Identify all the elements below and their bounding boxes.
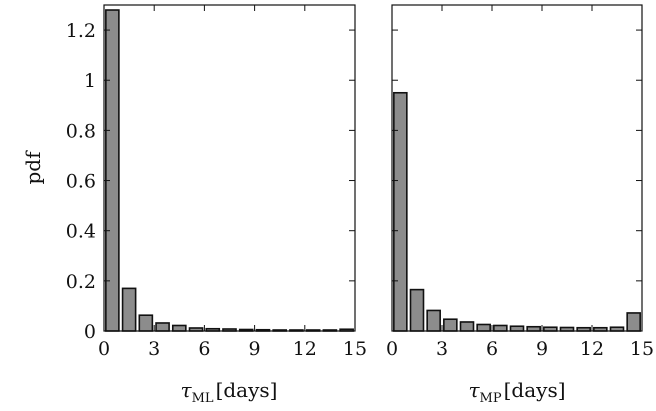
x-axis-label-right: τMP [days] <box>468 378 565 406</box>
bar-right-8 <box>526 325 541 332</box>
x-tick-label-right-1: 3 <box>436 338 448 360</box>
x-tick-label-left-5: 15 <box>343 338 367 360</box>
x-axis-label-left-sub: ML <box>192 391 214 406</box>
y-tick-label-0: 0 <box>84 321 96 343</box>
bar-right-5 <box>476 323 491 332</box>
x-tick-label-left-2: 6 <box>198 338 210 360</box>
x-axis-label-left-symbol: τ <box>181 378 193 402</box>
bar-left-3 <box>155 322 170 332</box>
y-tick-label-6: 1.2 <box>66 20 96 42</box>
y-tick-label-2: 0.4 <box>66 221 96 243</box>
right-panel: 0 3 6 9 12 15 <box>386 4 654 360</box>
x-axis-label-left: τML [days] <box>181 378 278 406</box>
x-axis-label-right-unit: [days] <box>504 378 566 402</box>
y-tick-label-4: 0.8 <box>66 120 96 142</box>
x-tick-label-right-2: 6 <box>486 338 498 360</box>
bar-right-2 <box>426 309 441 332</box>
bar-right-1 <box>409 288 425 332</box>
plot-frame-right <box>391 4 643 332</box>
x-axis-label-right-symbol: τ <box>468 378 480 402</box>
x-tick-label-right-5: 15 <box>630 338 654 360</box>
bar-right-4 <box>459 321 475 332</box>
bar-right-3 <box>443 318 458 332</box>
x-axis-label-right-sub: MP <box>480 391 502 406</box>
bar-left-1 <box>121 287 137 332</box>
bar-right-14 <box>626 312 641 332</box>
y-tick-label-3: 0.6 <box>66 171 96 193</box>
plot-frame-left <box>103 4 356 332</box>
x-tick-label-left-0: 0 <box>98 338 110 360</box>
x-tick-label-left-4: 12 <box>293 338 317 360</box>
x-tick-label-right-3: 9 <box>536 338 548 360</box>
bar-right-7 <box>509 325 525 332</box>
bar-left-0 <box>105 9 120 332</box>
left-panel: 0 3 6 9 12 15 0 0.2 0.4 0.6 0.8 1 1.2 <box>66 4 367 360</box>
y-axis-label: pdf <box>21 150 45 185</box>
y-tick-label-1: 0.2 <box>66 271 96 293</box>
bar-right-0 <box>393 91 408 332</box>
x-tick-label-right-4: 12 <box>580 338 604 360</box>
x-tick-label-right-0: 0 <box>386 338 398 360</box>
x-tick-label-left-1: 3 <box>148 338 160 360</box>
bar-right-6 <box>493 324 508 332</box>
x-axis-label-left-unit: [days] <box>216 378 278 402</box>
bar-left-2 <box>138 314 154 332</box>
y-tick-label-5: 1 <box>84 70 96 92</box>
x-tick-label-left-3: 9 <box>249 338 261 360</box>
bar-left-4 <box>171 324 187 332</box>
